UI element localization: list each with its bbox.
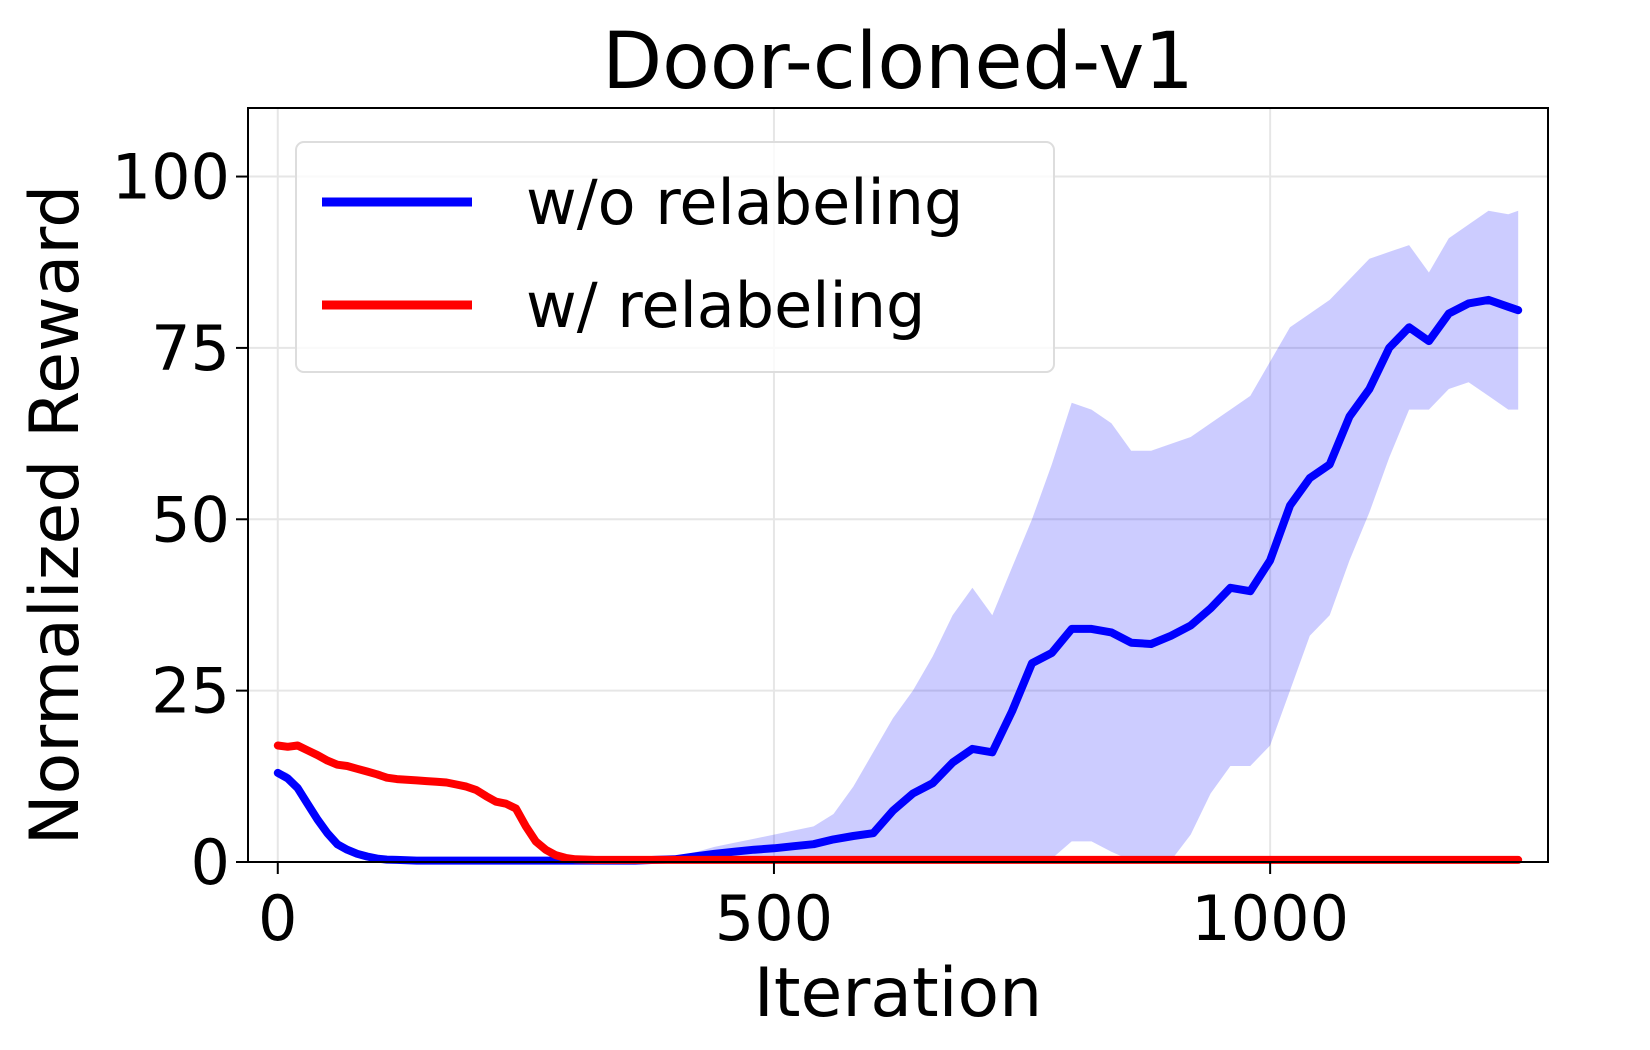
legend-entry-w-relabeling: w/ relabeling (526, 269, 925, 342)
series-line-w-relabeling (273, 741, 1523, 864)
axis-ticks: 0 500 1000 0 25 50 75 100 (112, 141, 1349, 955)
x-tick-label: 500 (715, 882, 833, 955)
y-tick-label: 50 (151, 483, 230, 556)
legend: w/o relabeling w/ relabeling (295, 141, 1055, 373)
y-axis-label: Normalized Reward (16, 185, 95, 845)
y-tick-label: 0 (191, 826, 230, 899)
x-axis-label: Iteration (754, 954, 1042, 1033)
confidence-bands (277, 210, 1519, 862)
axes-frame (247, 107, 1549, 863)
x-tick-label: 0 (258, 882, 297, 955)
y-tick-label: 25 (151, 655, 230, 728)
y-tick-label: 100 (112, 141, 230, 214)
legend-entry-w-o-relabeling: w/o relabeling (526, 166, 963, 239)
x-tick-label: 1000 (1191, 882, 1349, 955)
legend-box (295, 141, 1055, 373)
series-lines (273, 295, 1523, 865)
chart-title: Door-cloned-v1 (602, 17, 1194, 107)
y-tick-label: 75 (151, 312, 230, 385)
band-w-o-relabeling (277, 210, 1519, 862)
series-line-w-o-relabeling (273, 295, 1523, 865)
